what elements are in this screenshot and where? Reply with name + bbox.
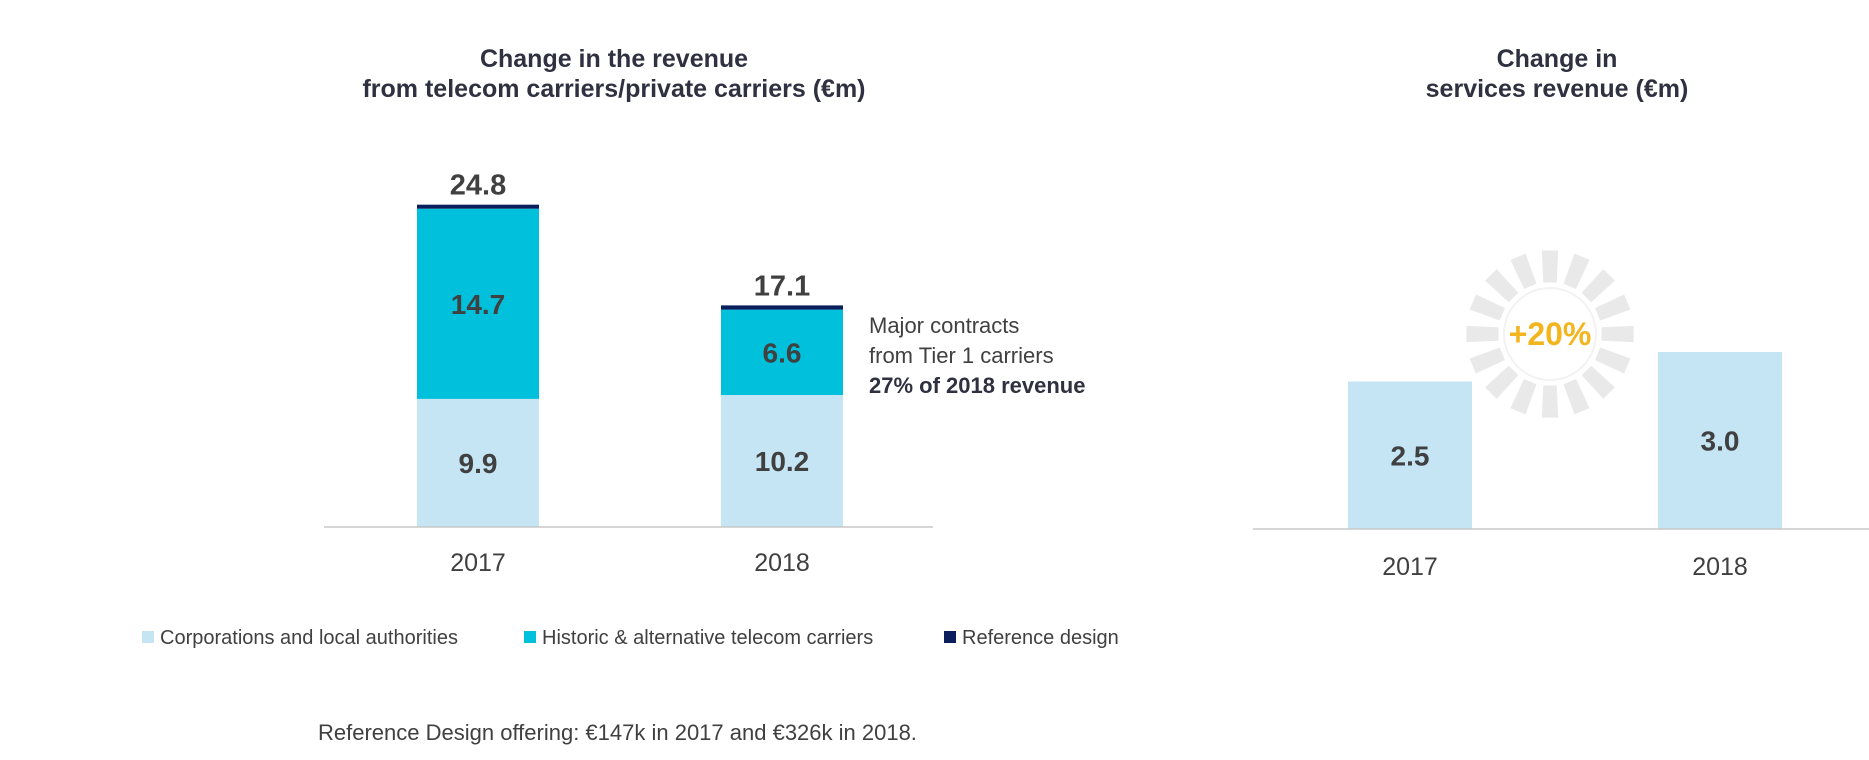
- bar-segment: [721, 395, 843, 527]
- bar-segment-label: 10.2: [755, 446, 810, 477]
- legend-swatch: [944, 631, 956, 643]
- sunburst-icon: [1466, 250, 1634, 418]
- x-tick-label: 2018: [754, 549, 810, 577]
- annotation-line3: 27% of 2018 revenue: [869, 373, 1085, 398]
- legend-label: Reference design: [962, 627, 1119, 649]
- footnote: Reference Design offering: €147k in 2017…: [318, 720, 917, 745]
- sunburst-ray: [1541, 250, 1559, 283]
- sunburst-ray: [1595, 347, 1631, 374]
- legend-swatch: [524, 631, 536, 643]
- left-chart-plot: 9.9 14.7 24.8 10.2 6.6 17.1: [417, 170, 843, 527]
- bar-segment: [721, 305, 843, 310]
- left-chart-title-line1: Change in the revenue: [480, 45, 748, 73]
- x-tick-label: 2018: [1692, 553, 1748, 581]
- growth-badge-label: +20%: [1509, 316, 1592, 352]
- legend-label: Historic & alternative telecom carriers: [542, 627, 873, 649]
- left-chart-x-ticks: 2017 2018: [450, 549, 810, 577]
- bar-value-label: 2.5: [1391, 440, 1430, 471]
- sunburst-ray: [1510, 379, 1537, 415]
- bar-segment-label: 9.9: [459, 448, 498, 479]
- sunburst-ring: [1503, 287, 1597, 381]
- bar: [1348, 381, 1472, 529]
- sunburst-ray: [1541, 385, 1559, 418]
- sunburst-ray: [1466, 325, 1499, 343]
- sunburst-ray: [1485, 365, 1519, 399]
- sunburst-ray: [1581, 269, 1615, 303]
- right-chart-title-line2: services revenue (€m): [1426, 75, 1689, 103]
- sunburst-ray: [1510, 253, 1537, 289]
- annotation-line1: Major contracts: [869, 313, 1019, 338]
- sunburst-ray: [1595, 294, 1631, 321]
- bar-segment-label: 6.6: [763, 337, 802, 368]
- right-chart-plot: 2.5 3.0: [1348, 352, 1782, 529]
- right-chart-x-ticks: 2017 2018: [1382, 553, 1748, 581]
- legend: Corporations and local authorities Histor…: [142, 627, 1119, 649]
- sunburst-ray: [1563, 253, 1590, 289]
- x-tick-label: 2017: [450, 549, 506, 577]
- sunburst-ray: [1581, 365, 1615, 399]
- bar-segment-label: 14.7: [451, 289, 506, 320]
- left-chart-title-line2: from telecom carriers/private carriers (…: [362, 75, 865, 103]
- sunburst-ray: [1563, 379, 1590, 415]
- right-chart-title-line1: Change in: [1497, 45, 1618, 73]
- bar-segment: [417, 398, 539, 527]
- bar-total-label: 17.1: [754, 270, 810, 302]
- legend-label: Corporations and local authorities: [160, 627, 458, 649]
- annotation-line2: from Tier 1 carriers: [869, 343, 1054, 368]
- growth-badge: +20%: [1466, 250, 1634, 418]
- bar-segment: [417, 208, 539, 399]
- bar: [1658, 352, 1782, 529]
- x-tick-label: 2017: [1382, 553, 1438, 581]
- bar-value-label: 3.0: [1701, 426, 1740, 457]
- bar-total-label: 24.8: [450, 170, 506, 202]
- sunburst-ray: [1469, 294, 1505, 321]
- bar-segment: [721, 309, 843, 396]
- sunburst-ray: [1601, 325, 1634, 343]
- sunburst-ray: [1485, 269, 1519, 303]
- bar-segment: [417, 204, 539, 209]
- sunburst-ray: [1469, 347, 1505, 374]
- legend-swatch: [142, 631, 154, 643]
